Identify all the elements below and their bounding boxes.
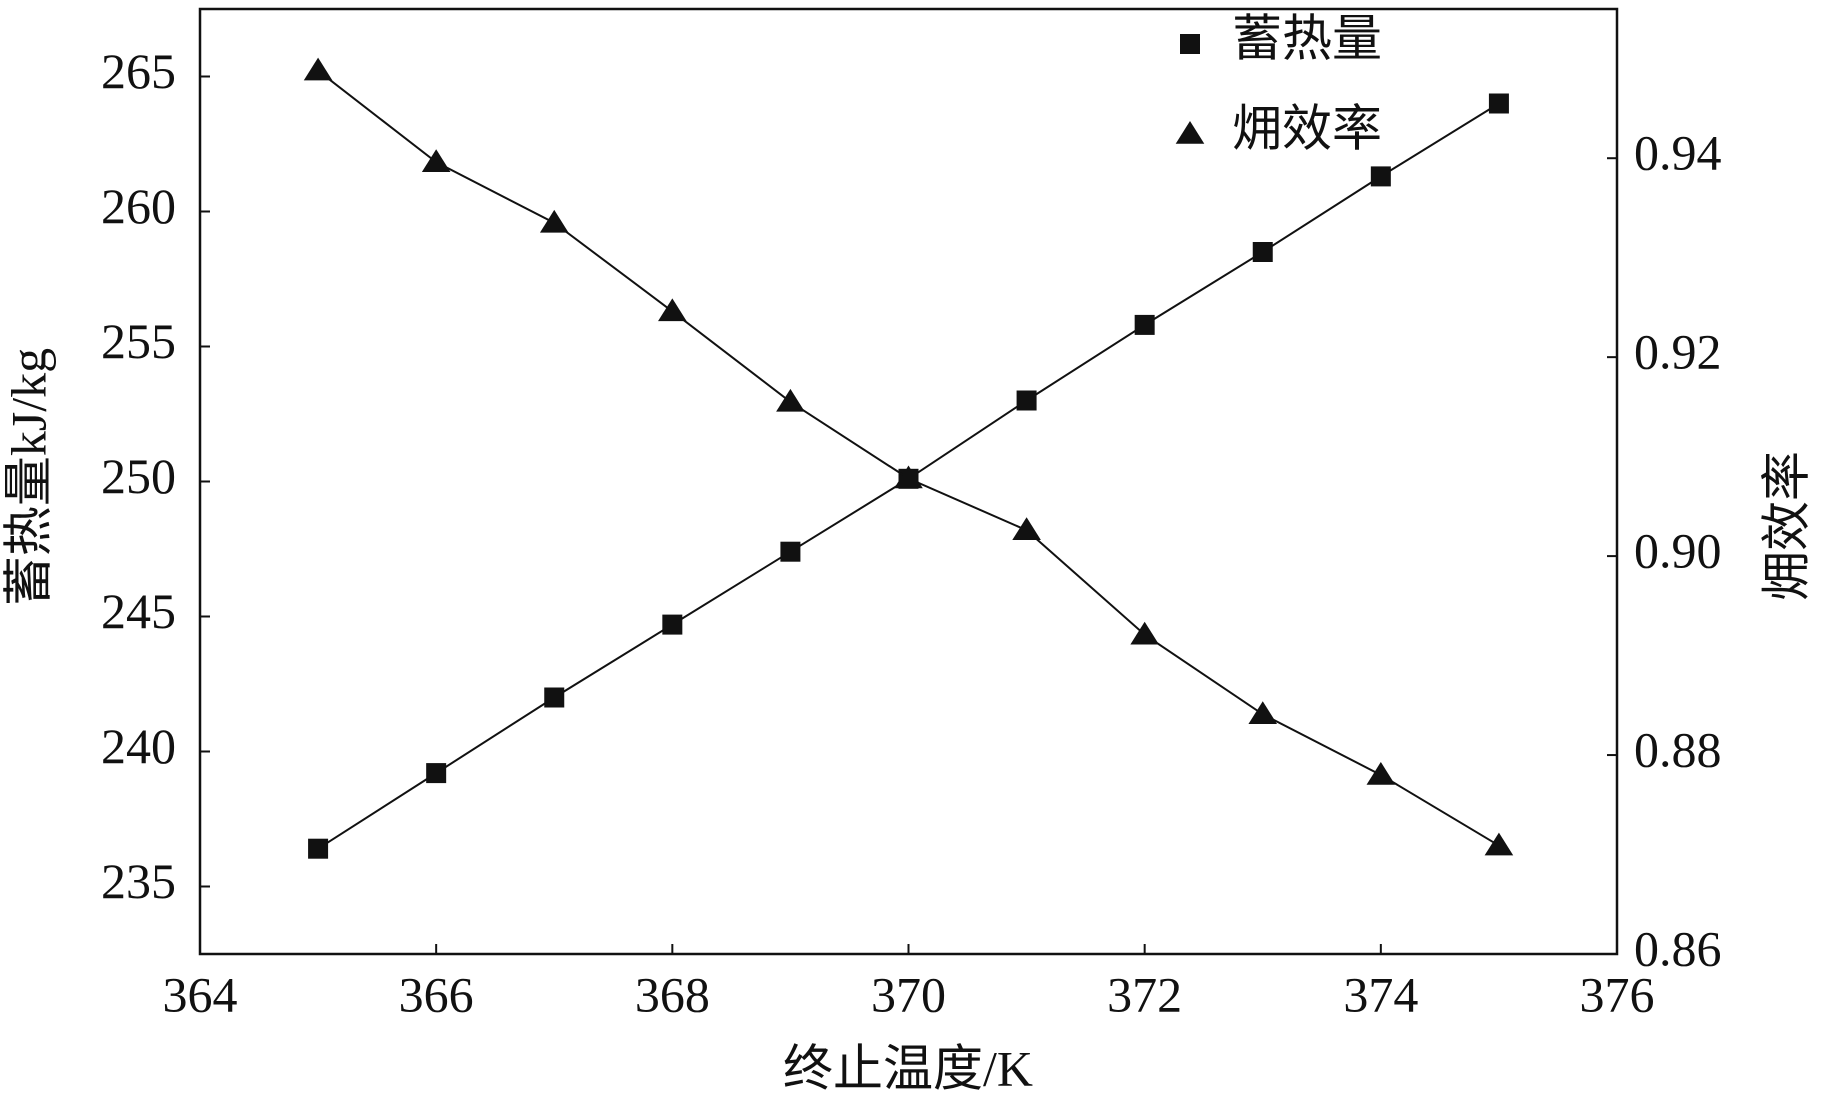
square-marker [544, 687, 565, 708]
triangle-marker [1175, 121, 1205, 144]
square-marker [1252, 242, 1273, 262]
y2-tick-label: 0.90 [1634, 523, 1722, 579]
square-marker [1016, 390, 1037, 411]
square-marker [1134, 314, 1155, 335]
x-tick-label: 364 [163, 966, 238, 1022]
x-tick-label: 372 [1107, 966, 1182, 1022]
triangle-marker [894, 465, 923, 489]
y-axis-title: 蓄热量kJ/kg [0, 348, 56, 606]
y-tick-label: 260 [101, 178, 176, 234]
y2-tick-label: 0.88 [1634, 722, 1722, 778]
y-tick-label: 250 [101, 448, 176, 504]
triangle-marker [776, 388, 805, 412]
x-tick-label: 374 [1343, 966, 1418, 1022]
triangle-marker [1484, 832, 1514, 856]
square-marker [662, 614, 683, 635]
y-tick-label: 255 [101, 313, 176, 369]
triangle-marker [539, 209, 569, 233]
square-marker [308, 838, 329, 859]
x-tick-label: 368 [635, 966, 710, 1022]
square-marker [1488, 93, 1509, 114]
triangle-marker [1130, 621, 1159, 645]
y2-tick-label: 0.92 [1634, 324, 1722, 380]
triangle-marker [303, 57, 333, 81]
x-axis-title: 终止温度/K [783, 1040, 1033, 1096]
square-marker [1370, 166, 1391, 187]
y-tick-label: 240 [101, 718, 176, 774]
square-marker [780, 541, 801, 562]
triangle-marker [421, 149, 451, 172]
triangle-marker [1366, 761, 1396, 785]
y-tick-label: 245 [101, 583, 176, 639]
y-tick-label: 265 [101, 43, 176, 99]
x-tick-label: 376 [1580, 966, 1655, 1022]
legend-label: 㶲效率 [1232, 100, 1382, 156]
y2-tick-label: 0.86 [1634, 920, 1722, 976]
y2-tick-label: 0.94 [1634, 125, 1722, 181]
triangle-marker [1248, 701, 1278, 725]
triangle-marker [658, 298, 687, 322]
x-tick-label: 370 [871, 966, 946, 1022]
y-tick-label: 235 [101, 853, 176, 909]
series-line [317, 69, 1500, 847]
legend-label: 蓄热量 [1232, 10, 1382, 66]
square-marker [426, 763, 447, 784]
square-marker [1180, 34, 1200, 54]
triangle-marker [1012, 517, 1041, 540]
y2-axis-title: 㶲效率 [1758, 451, 1814, 601]
x-tick-label: 366 [399, 966, 474, 1022]
